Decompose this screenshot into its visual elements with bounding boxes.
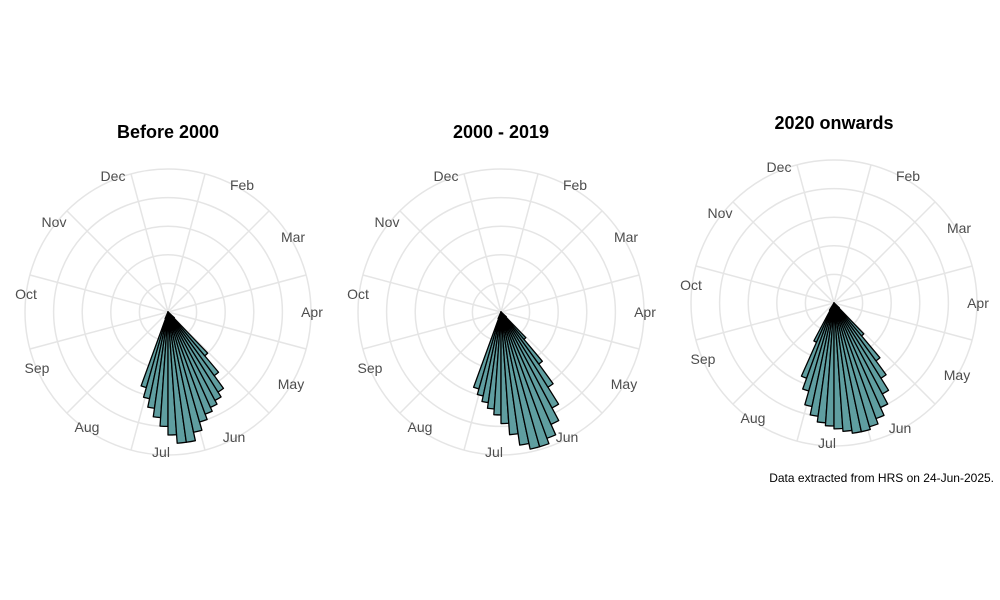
grid-spoke xyxy=(167,311,307,350)
rose-bar xyxy=(833,302,865,337)
month-label-mar: Mar xyxy=(281,229,305,245)
panel-title: Before 2000 xyxy=(117,122,219,142)
month-label-nov: Nov xyxy=(42,214,67,230)
month-labels: Dec Feb Mar Apr May Jun Jul Aug Sep Oct … xyxy=(347,168,656,460)
rose-bar xyxy=(167,311,209,357)
rose-chart-2020-onwards: 2020 onwards Dec Feb Mar Apr May Jun Jul… xyxy=(680,113,989,451)
rose-bar xyxy=(500,311,507,318)
month-label-oct: Oct xyxy=(347,286,369,302)
month-label-jul: Jul xyxy=(485,444,503,460)
grid-spoke xyxy=(732,302,835,405)
grid-spoke xyxy=(463,173,502,313)
month-label-sep: Sep xyxy=(358,360,383,376)
rose-bar xyxy=(167,311,176,319)
month-label-apr: Apr xyxy=(967,295,989,311)
month-label-mar: Mar xyxy=(947,220,971,236)
month-label-may: May xyxy=(278,376,304,392)
month-label-aug: Aug xyxy=(408,419,433,435)
grid-spoke xyxy=(695,302,835,341)
month-labels: Dec Feb Mar Apr May Jun Jul Aug Sep Oct … xyxy=(680,159,989,451)
grid-spoke xyxy=(29,311,169,350)
grid-circle xyxy=(690,159,978,447)
month-label-aug: Aug xyxy=(75,419,100,435)
month-label-jun: Jun xyxy=(889,420,912,436)
grid-spoke xyxy=(66,210,169,313)
month-label-sep: Sep xyxy=(691,351,716,367)
grid-spoke xyxy=(399,210,502,313)
month-label-aug: Aug xyxy=(741,410,766,426)
bars xyxy=(800,302,890,434)
month-label-apr: Apr xyxy=(634,304,656,320)
grid-spoke xyxy=(833,302,973,341)
month-label-mar: Mar xyxy=(614,229,638,245)
month-label-oct: Oct xyxy=(15,286,37,302)
month-label-jun: Jun xyxy=(223,429,246,445)
grid-spoke xyxy=(362,311,502,350)
grid-spoke xyxy=(500,311,640,350)
grid-spoke xyxy=(167,173,206,313)
month-label-jul: Jul xyxy=(152,444,170,460)
month-label-dec: Dec xyxy=(767,159,792,175)
rose-bar xyxy=(500,311,527,341)
month-label-nov: Nov xyxy=(708,205,733,221)
polar-grid xyxy=(357,168,645,456)
bars xyxy=(140,311,225,444)
panel-title: 2000 - 2019 xyxy=(453,122,549,142)
month-label-feb: Feb xyxy=(563,177,587,193)
month-label-may: May xyxy=(611,376,637,392)
grid-spoke xyxy=(66,311,169,414)
month-label-nov: Nov xyxy=(375,214,400,230)
panel-title: 2020 onwards xyxy=(774,113,893,133)
bars xyxy=(472,311,560,450)
month-label-jul: Jul xyxy=(818,435,836,451)
rose-bar xyxy=(833,302,840,309)
grid-spoke xyxy=(29,274,169,313)
rose-chart-before-2000: Before 2000 Dec Feb Mar Apr May Jun Jul … xyxy=(15,122,323,460)
month-label-oct: Oct xyxy=(680,277,702,293)
grid-spoke xyxy=(732,201,835,304)
grid-spoke xyxy=(362,274,502,313)
grid-spoke xyxy=(500,210,603,313)
grid-spoke xyxy=(167,274,307,313)
grid-circle xyxy=(357,168,645,456)
month-label-feb: Feb xyxy=(230,177,254,193)
data-source-caption: Data extracted from HRS on 24-Jun-2025. xyxy=(769,471,994,485)
grid-spoke xyxy=(796,164,835,304)
month-label-jun: Jun xyxy=(556,429,579,445)
month-label-apr: Apr xyxy=(301,304,323,320)
month-label-may: May xyxy=(944,367,970,383)
rose-chart-2000-2019: 2000 - 2019 Dec Feb Mar Apr May Jun Jul … xyxy=(347,122,656,460)
grid-spoke xyxy=(500,274,640,313)
grid-spoke xyxy=(399,311,502,414)
grid-spoke xyxy=(130,173,169,313)
month-label-feb: Feb xyxy=(896,168,920,184)
grid-circle xyxy=(24,168,312,456)
grid-spoke xyxy=(695,265,835,304)
grid-spoke xyxy=(833,164,872,304)
grid-spoke xyxy=(833,201,936,304)
grid-circle xyxy=(385,196,617,428)
month-label-dec: Dec xyxy=(434,168,459,184)
month-label-sep: Sep xyxy=(25,360,50,376)
month-label-dec: Dec xyxy=(101,168,126,184)
grid-spoke xyxy=(167,210,270,313)
month-labels: Dec Feb Mar Apr May Jun Jul Aug Sep Oct … xyxy=(15,168,323,460)
grid-spoke xyxy=(500,173,539,313)
grid-spoke xyxy=(833,265,973,304)
